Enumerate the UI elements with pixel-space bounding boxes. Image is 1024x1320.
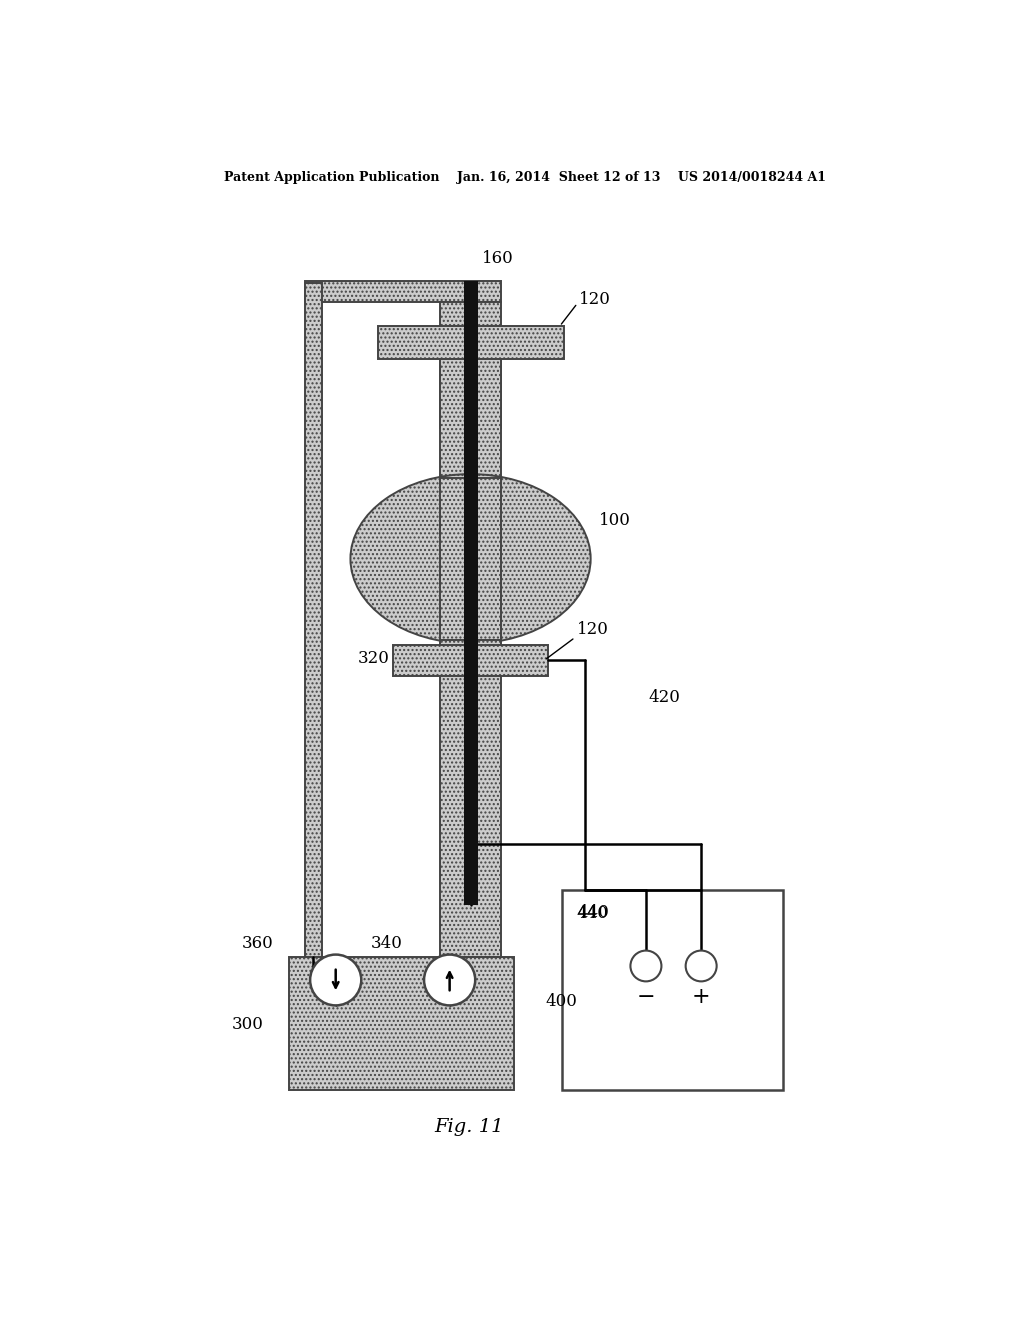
Text: Fig. 11: Fig. 11 — [434, 1118, 504, 1137]
Text: 320: 320 — [357, 651, 389, 668]
Text: 100: 100 — [599, 512, 631, 529]
Bar — [440, 478, 501, 640]
Text: 440: 440 — [575, 906, 608, 923]
Ellipse shape — [350, 474, 591, 644]
Text: 160: 160 — [482, 249, 514, 267]
Text: 400: 400 — [545, 993, 577, 1010]
Bar — [562, 890, 783, 1090]
Text: −: − — [637, 986, 655, 1007]
Text: 360: 360 — [242, 936, 273, 952]
Bar — [464, 281, 478, 906]
Text: 440: 440 — [578, 904, 609, 921]
Bar — [305, 281, 501, 302]
Text: 340: 340 — [372, 936, 403, 952]
Text: 120: 120 — [577, 622, 608, 638]
Bar — [440, 640, 501, 667]
Bar — [393, 645, 548, 676]
Bar — [440, 359, 501, 498]
Bar — [289, 957, 514, 1090]
Text: 300: 300 — [231, 1016, 263, 1034]
Bar — [440, 676, 501, 957]
Bar — [305, 284, 322, 957]
Text: 420: 420 — [649, 689, 681, 706]
Bar — [440, 302, 501, 428]
Circle shape — [424, 954, 475, 1006]
Text: +: + — [692, 986, 711, 1007]
Circle shape — [631, 950, 662, 981]
Bar — [378, 326, 563, 359]
Circle shape — [310, 954, 361, 1006]
Text: 120: 120 — [579, 290, 611, 308]
Circle shape — [686, 950, 717, 981]
Text: Patent Application Publication    Jan. 16, 2014  Sheet 12 of 13    US 2014/00182: Patent Application Publication Jan. 16, … — [224, 172, 825, 185]
